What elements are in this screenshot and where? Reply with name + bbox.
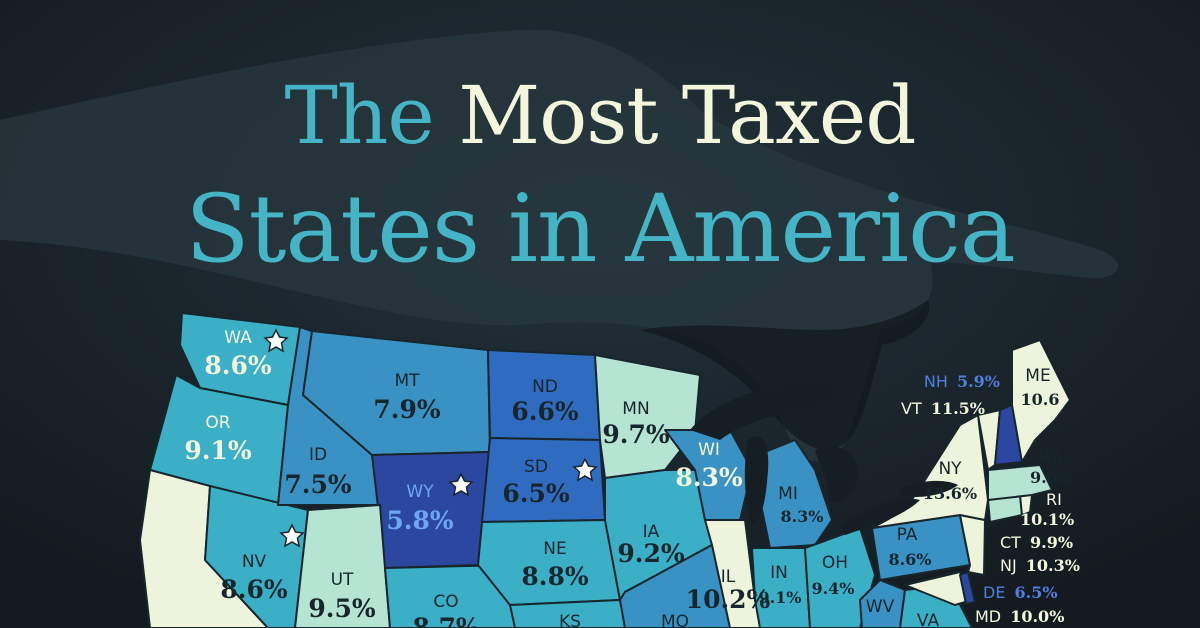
state-rate-ri: 10.1% [1020,510,1074,529]
lake-erie [840,498,920,535]
state-abbr-wv: WV [866,597,895,617]
state-abbr-mt: MT [394,371,420,391]
state-rate-nh: 5.9% [957,372,1000,391]
state-abbr-nj: NJ [1000,556,1017,575]
state-rate-wa: 8.6% [204,351,271,380]
state-rate-ct: 9.9% [1030,533,1073,552]
state-abbr-me: ME [1025,366,1050,386]
state-abbr-ny: NY [938,459,962,479]
lake-huron [815,446,859,503]
state-abbr-sd: SD [524,457,548,477]
state-shape-co [384,564,516,628]
callout-ct: CT 9.9% [1000,533,1073,552]
state-abbr-ma: MA [1038,448,1063,467]
state-abbr-mn: MN [622,399,649,419]
state-abbr-co: CO [433,592,458,612]
state-rate-nj: 10.3% [1026,556,1080,575]
star-icon-sd [572,457,598,482]
title-line-2: States in America [185,175,1016,284]
state-abbr-oh: OH [822,553,848,573]
state-abbr-ut: UT [331,570,354,590]
state-abbr-md: MD [975,607,1001,626]
state-rate-nd: 6.6% [511,397,578,426]
state-rate-il: 10.2% [686,585,771,614]
state-abbr-ia: IA [643,522,660,542]
state-abbr-wa: WA [224,328,252,348]
callout-md: MD 10.0% [975,607,1064,626]
callout-de: DE 6.5% [983,583,1058,602]
state-shape-il [704,519,771,628]
lake-ontario [900,480,958,497]
state-abbr-ri: RI [1046,490,1062,509]
state-rate-in: 9.1% [758,588,801,607]
state-rate-vt: 11.5% [931,399,985,418]
state-rate-pa: 8.6% [888,550,931,569]
state-rate-mn: 9.7% [602,420,669,449]
state-rate-mt: 7.9% [373,395,440,424]
state-abbr-il: IL [721,567,736,587]
state-rate-wi: 8.3% [675,463,742,492]
star-icon-wy [448,472,474,497]
callout-vt: VT 11.5% [901,399,985,418]
state-rate-mi: 8.3% [780,507,823,526]
star-icon-nv [279,523,305,548]
state-rate-de: 6.5% [1015,583,1058,602]
state-abbr-va: VA [917,611,940,628]
state-abbr-or: OR [205,413,230,433]
state-rate-me: 10.6 [1021,390,1060,409]
state-shape-de [959,571,976,605]
state-rate-or: 9.1% [184,436,251,465]
callout-nh: NH 5.9% [924,372,1000,391]
state-rate-oh: 9.4% [811,579,854,598]
state-abbr-mi: MI [778,484,798,504]
state-abbr-ct: CT [1000,533,1021,552]
state-abbr-nd: ND [532,377,558,397]
state-rate-md: 10.0% [1010,607,1064,626]
state-rate-nv: 8.6% [220,575,287,604]
state-rate-id: 7.5% [284,470,351,499]
state-abbr-wi: WI [698,440,720,460]
lake-michigan [744,436,769,525]
state-abbr-mo: MO [661,612,689,628]
title-word-the: The [284,69,435,162]
state-abbr-nh: NH [924,372,948,391]
state-shape-ma [987,464,1053,501]
star-icon-wa [263,328,289,353]
callout-nj: NJ 10.3% [1000,556,1080,575]
state-abbr-pa: PA [897,525,918,545]
title-words-most-taxed: Most Taxed [458,69,916,162]
state-abbr-id: ID [309,445,327,465]
state-abbr-ne: NE [543,539,566,559]
state-abbr-in: IN [770,563,788,583]
state-rate-ia: 9.2% [617,539,684,568]
state-abbr-vt: VT [901,399,922,418]
state-rate-ny: 13.6% [923,484,977,503]
state-abbr-de: DE [983,583,1005,602]
title-line-1: The Most Taxed [0,70,1200,162]
state-rate-ma: 9.6% [1030,468,1073,487]
lake-superior [690,384,839,440]
state-rate-co: 8.7% [412,613,479,628]
state-shape-ks [509,599,626,628]
state-rate-ut: 9.5% [308,594,375,623]
state-rate-sd: 6.5% [502,479,569,508]
state-abbr-ks: KS [559,612,581,628]
state-abbr-wy: WY [406,482,434,502]
state-shape-me [1011,339,1071,463]
state-rate-ne: 8.8% [521,562,588,591]
state-rate-wy: 5.8% [386,506,453,535]
state-abbr-nv: NV [242,552,267,572]
hand-shadow [640,300,930,450]
state-shape-in [751,547,811,628]
